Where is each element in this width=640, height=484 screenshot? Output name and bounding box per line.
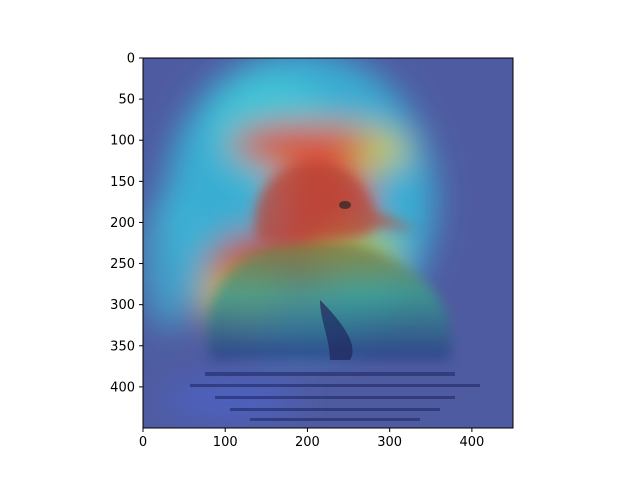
bird-silhouette — [206, 163, 452, 360]
y-tick-label: 0 — [127, 52, 135, 67]
y-tick-label: 150 — [110, 175, 135, 190]
x-tick-label: 400 — [459, 435, 484, 450]
x-tick-label: 0 — [139, 435, 147, 450]
axes-frame — [142, 57, 514, 429]
x-tick-label: 100 — [213, 435, 238, 450]
x-tick-label: 200 — [295, 435, 320, 450]
water-reflection — [190, 372, 480, 421]
y-tick-label: 400 — [110, 380, 135, 395]
image-area — [143, 58, 513, 428]
y-tick-label: 50 — [118, 93, 135, 108]
y-tick-label: 350 — [110, 339, 135, 354]
y-tick-label: 300 — [110, 298, 135, 313]
y-tick-label: 250 — [110, 257, 135, 272]
y-tick-label: 100 — [110, 134, 135, 149]
x-axis: 0 100 200 300 400 — [139, 428, 484, 450]
y-axis: 0 50 100 150 200 250 300 350 400 — [110, 52, 143, 395]
y-tick-label: 200 — [110, 216, 135, 231]
x-tick-label: 300 — [377, 435, 402, 450]
